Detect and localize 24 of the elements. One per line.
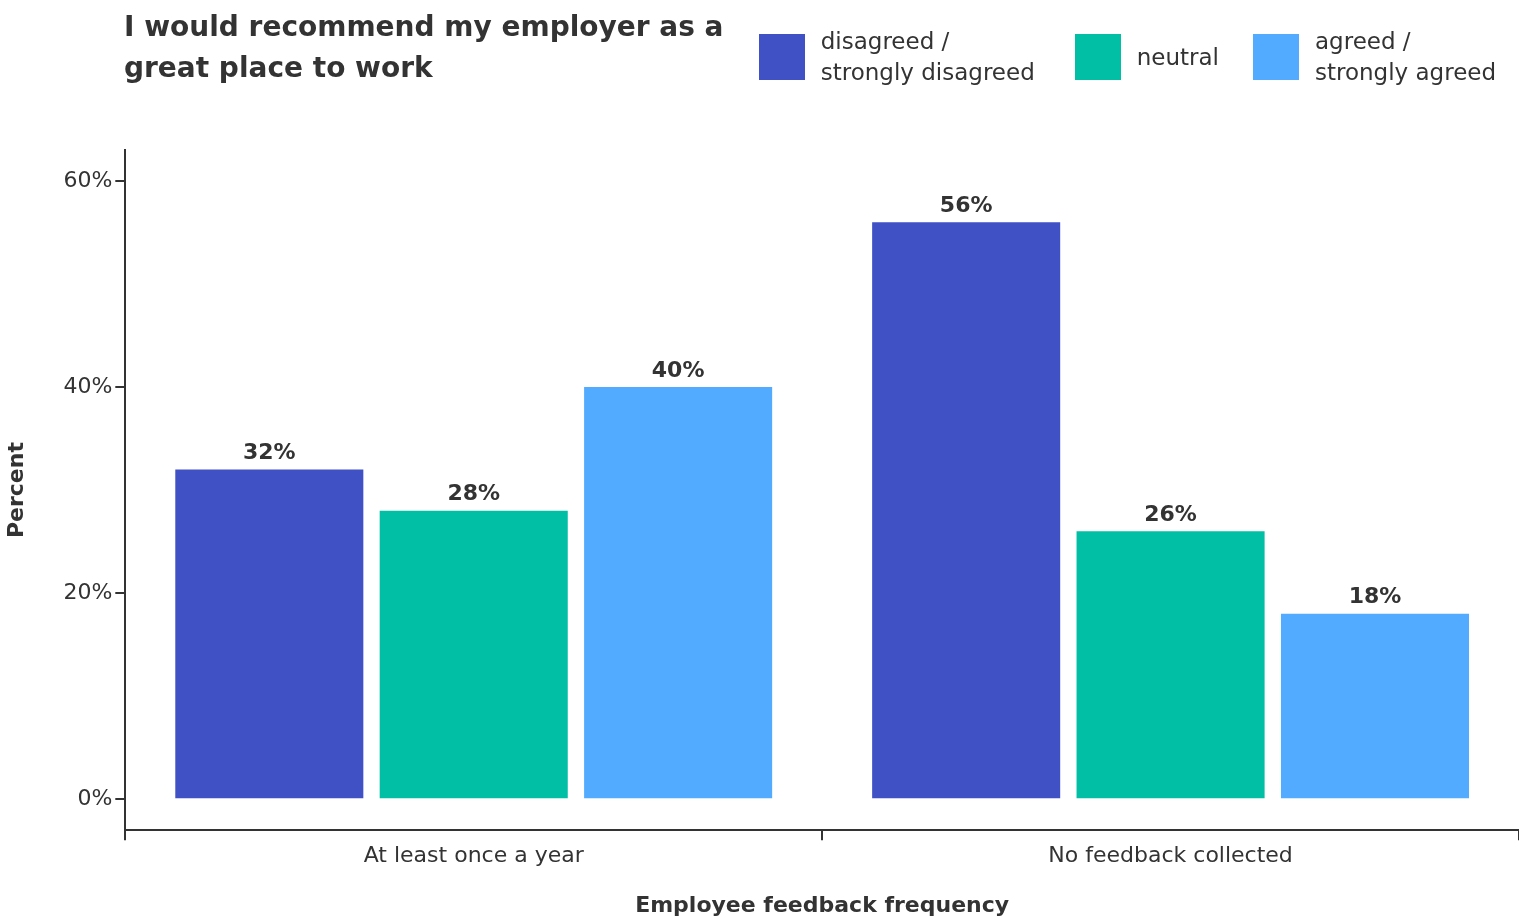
legend-label: disagreed / strongly disagreed (820, 27, 1036, 87)
bar (1076, 531, 1265, 799)
data-label: 26% (1144, 501, 1197, 527)
data-label: 18% (1348, 583, 1402, 609)
data-label: 32% (242, 439, 296, 465)
y-axis-title: Percent (2, 441, 28, 539)
legend-label: agreed / strongly agreed (1315, 27, 1498, 87)
data-label: 28% (447, 480, 501, 506)
x-tick-label: At least once a year (363, 842, 585, 868)
y-tick-label: 40% (63, 372, 113, 398)
chart-title: I would recommend my employer as a great place to work (124, 9, 725, 86)
data-label: 40% (651, 356, 705, 382)
y-tick-label: 60% (63, 166, 113, 192)
bar (175, 469, 364, 799)
bar (872, 222, 1061, 799)
data-label: 56% (939, 191, 993, 217)
bar (379, 510, 568, 799)
bar (1280, 613, 1470, 799)
x-axis-title: Employee feedback frequency (635, 891, 1010, 917)
x-tick-label: No feedback collected (1048, 842, 1293, 868)
legend-label: neutral (1136, 42, 1219, 72)
bar (584, 387, 773, 799)
y-tick-label: 20% (63, 578, 113, 604)
y-tick-label: 0% (77, 785, 113, 810)
